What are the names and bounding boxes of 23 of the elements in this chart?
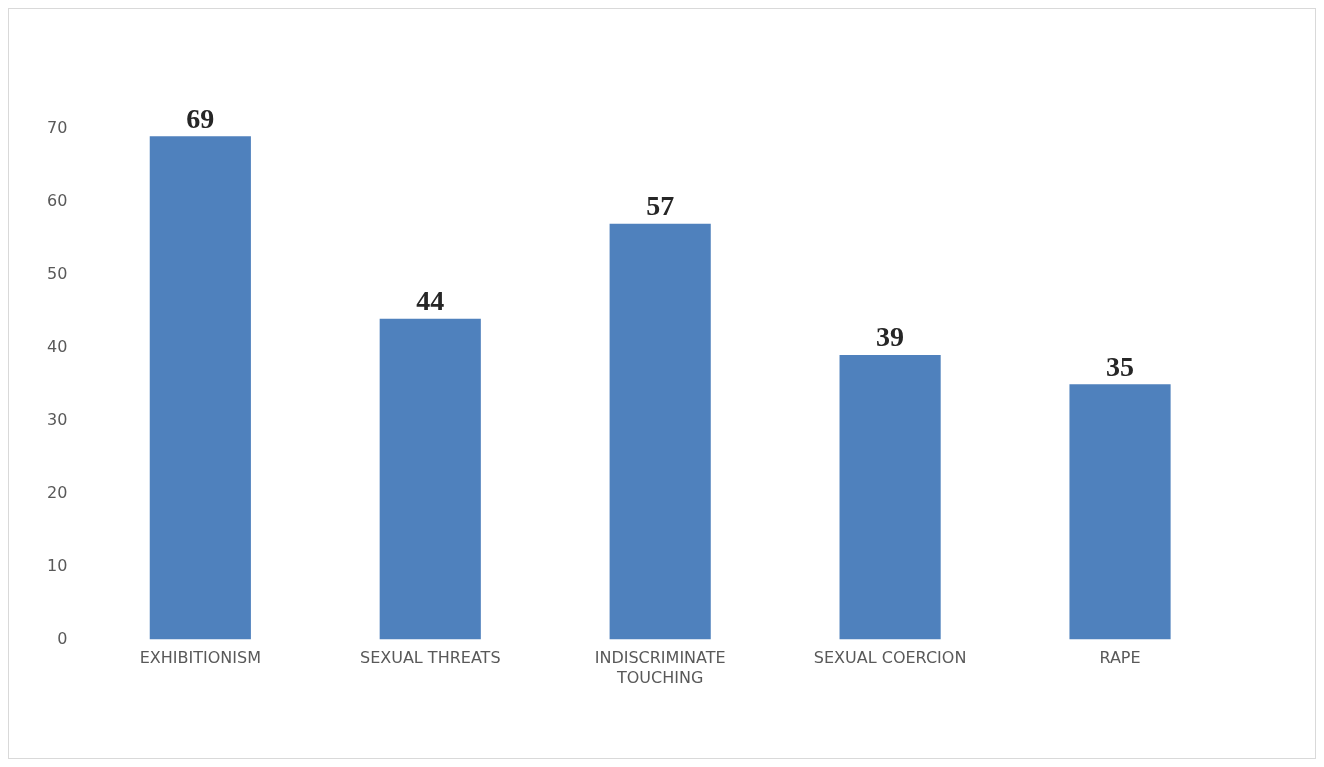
y-tick-label: 20	[47, 482, 68, 502]
x-tick-label: SEXUAL COERCION	[813, 648, 967, 668]
y-tick-label: 60	[47, 191, 68, 211]
bar	[839, 355, 941, 640]
y-tick-label: 0	[57, 628, 68, 648]
data-label: 35	[1106, 350, 1135, 382]
x-tick-label: EXHIBITIONISM	[139, 648, 261, 668]
y-tick-label: 30	[47, 409, 68, 429]
data-label: 39	[876, 321, 905, 353]
y-tick-label: 10	[47, 555, 68, 575]
y-tick-label: 50	[47, 264, 68, 284]
data-label: 69	[186, 102, 215, 134]
bar	[379, 318, 481, 640]
data-label: 57	[646, 190, 675, 222]
bar	[149, 136, 251, 640]
bar	[1069, 384, 1171, 640]
x-tick-label: RAPE	[1099, 648, 1141, 668]
x-tick-label: INDISCRIMINATE TOUCHING	[594, 648, 726, 687]
bar	[609, 223, 711, 640]
data-label: 44	[416, 284, 445, 316]
x-tick-label: SEXUAL THREATS	[359, 648, 501, 668]
y-tick-label: 70	[47, 118, 68, 138]
y-tick-label: 40	[47, 336, 68, 356]
